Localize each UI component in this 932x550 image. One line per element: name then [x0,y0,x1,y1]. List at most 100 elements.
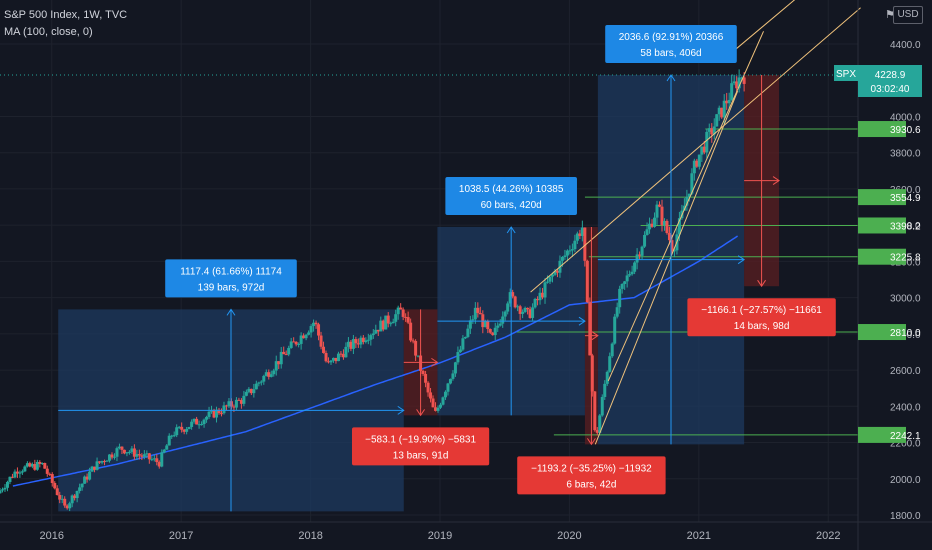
candle-body [590,355,594,392]
candle-body [73,495,77,499]
candle-body [466,328,470,337]
candle-body [541,292,545,298]
candle-body [85,476,89,480]
candle-body [351,339,355,349]
candle-body [618,288,622,308]
candle-body [643,234,647,247]
candle-body [660,206,664,225]
candle-body [88,471,92,480]
candle-body [127,451,131,453]
candle-body [531,307,535,318]
candle-body [254,383,258,390]
measure-arrowhead [578,316,586,326]
candle-body [279,351,283,365]
candle-body [720,107,724,118]
candle-body [302,335,306,339]
candle-body [33,464,37,470]
y-tick-label: 2600.0 [890,366,921,377]
candle-body [501,316,505,324]
candle-body [244,391,248,396]
candle-body [215,409,219,418]
candle-body [740,77,744,79]
measurement-label [351,427,490,466]
y-tick-label: 4000.0 [890,112,921,123]
candle-body [496,325,500,328]
candle-body [112,456,116,458]
candle-body [147,453,151,460]
candle-body [165,445,169,450]
candle-body [702,146,706,153]
candle-body [513,296,517,308]
chart-title[interactable]: S&P 500 Index, 1W, TVC [4,9,128,21]
candle-body [548,276,552,282]
candle-body [142,454,146,457]
candle-body [0,490,2,494]
candle-body [93,466,97,470]
candle-body [369,335,373,340]
candle-body [486,321,490,330]
candle-body [212,409,216,418]
candle-body [563,255,567,257]
candle-body [115,448,119,457]
candle-body [346,341,350,347]
candle-body [521,311,525,314]
candle-body [424,373,428,383]
indicator-label[interactable]: MA (100, close, 0) [4,26,93,38]
level-tag-label: 3930.6 [890,125,921,136]
candle-body [259,381,263,383]
candle-body [732,81,736,84]
candle-body [120,446,124,450]
candle-body [379,320,383,332]
candle-body [648,223,652,230]
y-tick-label: 3000.0 [890,294,921,305]
candle-body [38,461,42,464]
candle-body [685,197,689,206]
candle-body [461,338,465,350]
candle-body [384,315,388,330]
currency-button[interactable]: USD [893,6,923,24]
candle-body [80,483,84,488]
candle-body [386,315,390,324]
candle-body [185,428,189,432]
candle-body [503,311,507,317]
candle-body [100,460,104,463]
measurement-arrows [58,74,780,512]
candle-body [137,454,141,456]
candle-body [349,341,353,349]
measurement-label-line2: 6 bars, 42d [566,479,616,490]
candle-body [573,240,577,250]
candle-body [239,400,243,404]
current-price-label: 4228.9 [875,70,906,81]
candle-body [18,472,22,474]
candle-body [287,347,291,355]
candle-body [65,505,69,509]
measurement-label-line1: 2036.6 (92.91%) 20366 [619,32,724,43]
candle-body [426,382,430,393]
candle-body [68,503,72,509]
candle-body [98,461,102,463]
candle-body [692,160,696,174]
alert-icon[interactable]: ⚑ [885,9,895,21]
y-tick-label: 3800.0 [890,149,921,160]
candle-body [491,332,495,336]
x-tick-label: 2020 [557,530,581,542]
candle-body [339,353,343,355]
measure-arrowhead [591,331,599,341]
candle-body [583,227,587,261]
candle-body [628,274,632,276]
candle-body [436,407,440,411]
candle-body [3,487,7,490]
candle-body [700,146,704,155]
candle-body [324,352,328,362]
x-tick-label: 2018 [298,530,322,542]
candle-body [615,307,619,317]
candle-body [13,471,17,478]
candle-body [705,131,709,153]
symbol-tag [834,64,858,81]
candle-body [336,353,340,362]
candle-body [167,435,171,446]
candle-body [207,411,211,417]
x-tick-label: 2022 [816,530,840,542]
candle-body [448,378,452,384]
